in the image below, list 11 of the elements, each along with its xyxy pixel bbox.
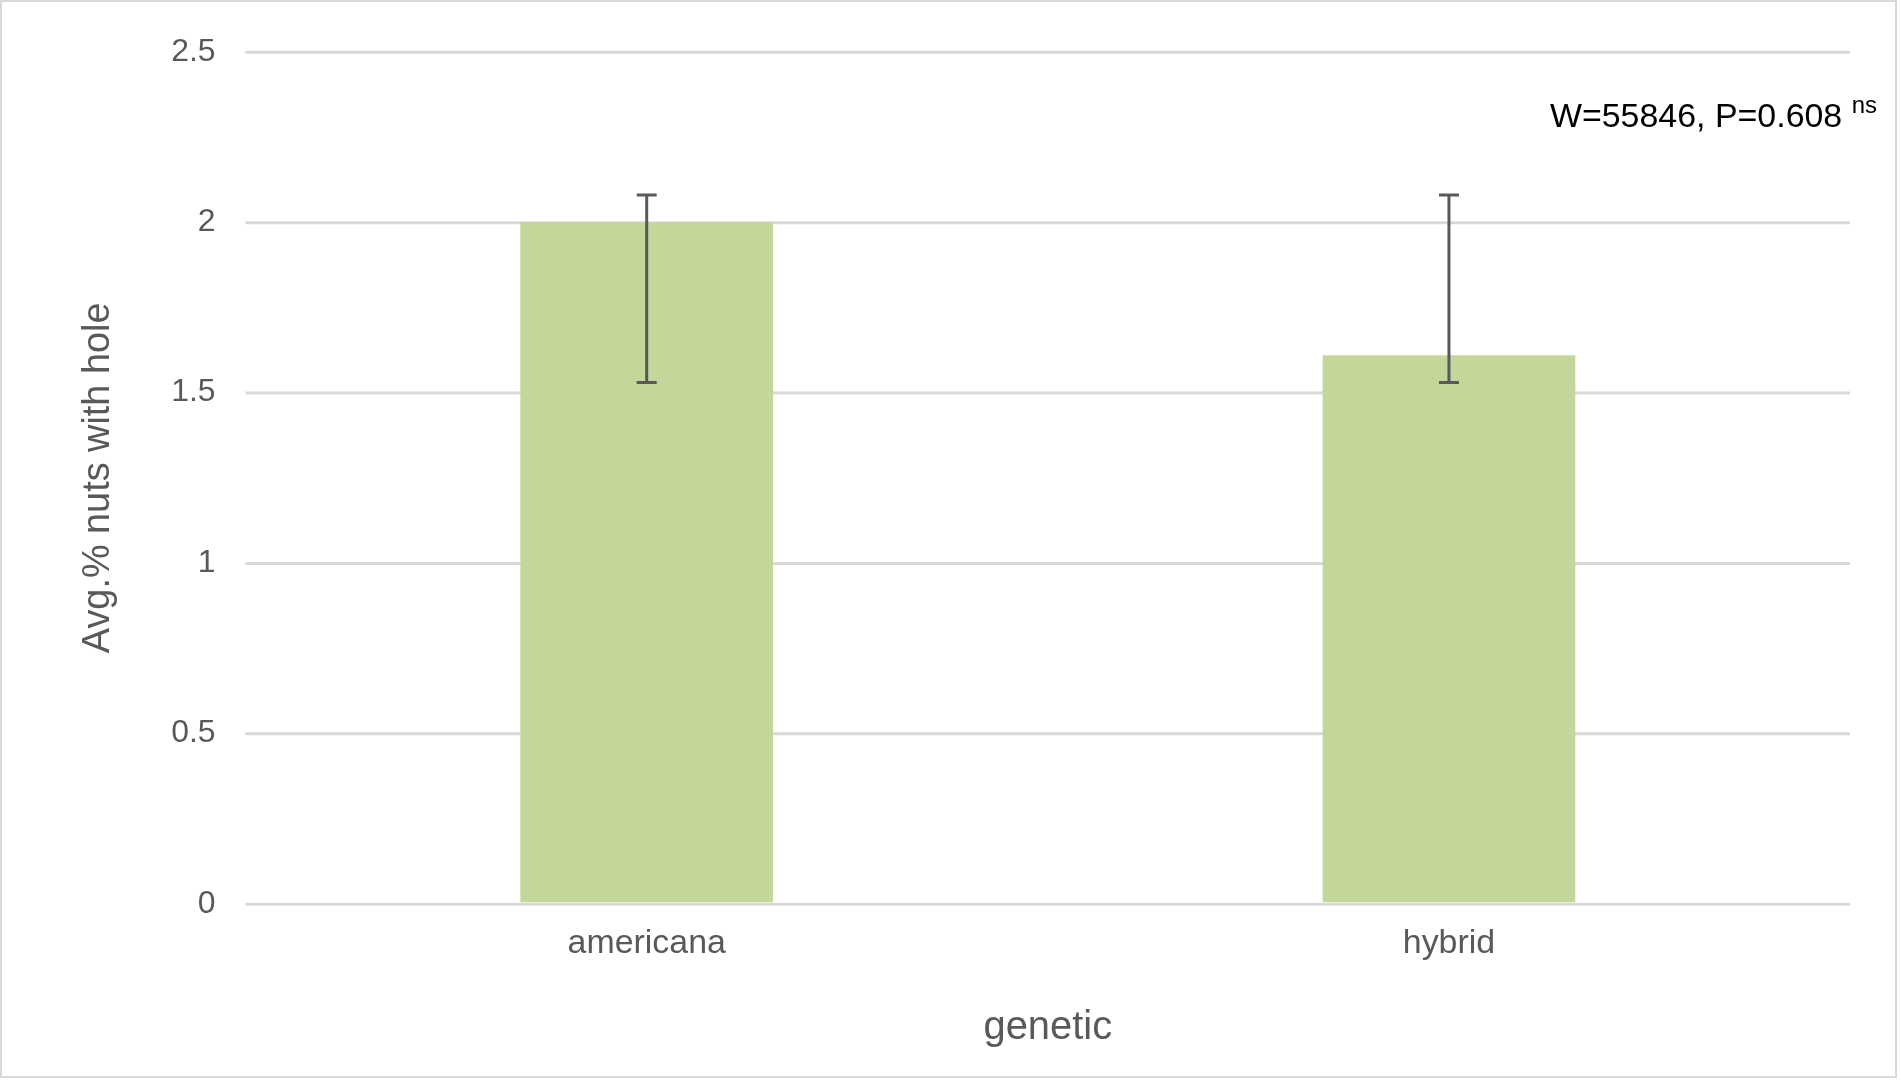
x-tick-label: hybrid <box>1402 922 1496 961</box>
y-axis-title: Avg.% nuts with hole <box>75 302 118 654</box>
y-tick-label: 2.5 <box>171 31 216 68</box>
y-tick-label: 0 <box>197 883 216 920</box>
x-axis-title: genetic <box>983 1003 1113 1048</box>
y-tick-label: 0.5 <box>171 713 216 750</box>
x-tick-label: americana <box>567 922 727 961</box>
y-tick-label: 1 <box>197 542 216 579</box>
y-tick-label: 2 <box>197 202 216 239</box>
annotation: W=55846, P=0.608 ns <box>1549 90 1878 134</box>
y-tick-label: 1.5 <box>171 372 216 409</box>
